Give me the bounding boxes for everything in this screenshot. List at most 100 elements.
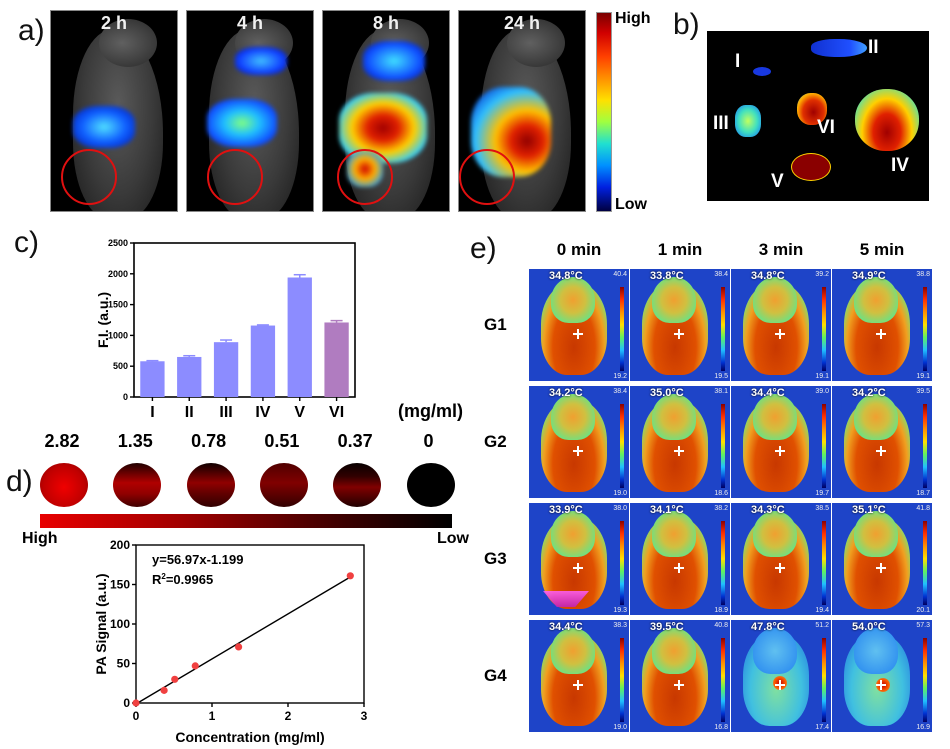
- data-point: [171, 675, 179, 683]
- y-tick-label: 200: [110, 538, 130, 552]
- x-tick-label: II: [185, 404, 194, 420]
- mouse-heat-head: [753, 394, 797, 440]
- thermal-image: 54.0°C 57.3 16.9: [832, 620, 932, 732]
- crosshair-icon: [775, 329, 785, 339]
- bar: [324, 322, 349, 397]
- scale-max-value: 38.0: [613, 505, 627, 512]
- scale-max-value: 39.5: [916, 388, 930, 395]
- pa-image-well: [113, 463, 162, 507]
- pa-image-well: [259, 463, 308, 507]
- organ-lungs: [855, 89, 919, 151]
- thermal-scale-bar: [822, 404, 826, 488]
- x-tick-label: I: [150, 404, 154, 420]
- y-tick-label: 50: [117, 657, 131, 671]
- timepoint-label: 24 h: [503, 13, 541, 33]
- colorbar-low-label: Low: [615, 196, 647, 213]
- mouse-head: [507, 19, 565, 67]
- organ-liver-strip: [811, 39, 867, 57]
- scale-min-value: 18.6: [714, 490, 728, 497]
- thermal-image: 34.2°C 38.4 19.0: [529, 386, 629, 498]
- crosshair-icon: [876, 563, 886, 573]
- y-tick-label: 2000: [108, 269, 128, 279]
- x-tick-label: III: [219, 404, 232, 420]
- bar: [287, 277, 312, 397]
- plot-frame: [133, 242, 356, 398]
- mouse-heat-head: [551, 394, 595, 440]
- y-tick-label: 2500: [108, 238, 128, 248]
- organ-spleen: [735, 105, 761, 137]
- scale-min-value: 19.1: [916, 373, 930, 380]
- pa-colorbar-low-label: Low: [437, 530, 469, 547]
- mouse-heat-head: [854, 511, 898, 557]
- thermal-scale-bar: [923, 404, 927, 488]
- scale-max-value: 38.3: [613, 622, 627, 629]
- organ-kidneys: [791, 153, 831, 181]
- measured-temperature: 34.9°C: [852, 270, 886, 282]
- organ-heart: [753, 67, 771, 76]
- scale-min-value: 19.4: [815, 607, 829, 614]
- mouse-heat-head: [652, 511, 696, 557]
- pa-image-well: [406, 463, 455, 507]
- scale-min-value: 19.1: [815, 373, 829, 380]
- x-tick-label: IV: [255, 404, 270, 420]
- y-tick-label: 1500: [108, 300, 128, 310]
- mouse-heat-head: [753, 277, 797, 323]
- crosshair-icon: [674, 446, 684, 456]
- group-row-label: G4: [484, 666, 507, 685]
- pa-colorbar: [40, 514, 452, 528]
- y-tick-label: 0: [123, 696, 130, 710]
- pa-image-well: [186, 463, 235, 507]
- bar: [177, 356, 202, 397]
- thermal-scale-bar: [822, 521, 826, 605]
- measured-temperature: 54.0°C: [852, 621, 886, 633]
- tumor-circle: [207, 149, 263, 205]
- thermal-scale-bar: [721, 638, 725, 722]
- scale-max-value: 39.0: [815, 388, 829, 395]
- data-point: [235, 643, 243, 651]
- concentration-label: 0.51: [264, 431, 300, 451]
- scale-min-value: 19.2: [613, 373, 627, 380]
- plot-frame: [135, 544, 365, 704]
- thermal-image: 34.4°C 38.3 19.0: [529, 620, 629, 732]
- scale-min-value: 18.7: [916, 490, 930, 497]
- crosshair-icon: [573, 329, 583, 339]
- x-axis-label: Concentration (mg/ml): [175, 729, 324, 745]
- measured-temperature: 34.2°C: [852, 387, 886, 399]
- scale-min-value: 19.0: [613, 724, 627, 731]
- measured-temperature: 39.5°C: [650, 621, 684, 633]
- fluorescence-colorbar: [596, 12, 612, 212]
- scale-max-value: 57.3: [916, 622, 930, 629]
- crosshair-icon: [674, 563, 684, 573]
- pa-signal-scatter-chart: 0 50 100 150 200 0 1 2 3 Concentration (mg/ml) PA …: [93, 538, 368, 745]
- thermal-image: 34.8°C 40.4 19.2: [529, 269, 629, 381]
- bar: [140, 361, 165, 397]
- y-tick-label: 500: [113, 361, 128, 371]
- measured-temperature: 35.1°C: [852, 504, 886, 516]
- measured-temperature: 34.4°C: [751, 387, 785, 399]
- scale-min-value: 16.9: [916, 724, 930, 731]
- x-tick-label: 3: [361, 709, 368, 723]
- panel-a-letter: a): [18, 14, 45, 47]
- panel-b-letter: b): [673, 8, 700, 41]
- group-row-label: G3: [484, 549, 507, 568]
- thermal-image: 34.3°C 38.5 19.4: [731, 503, 831, 615]
- time-column-header: 1 min: [657, 240, 703, 259]
- bar: [250, 325, 276, 397]
- mouse-heat-head: [753, 628, 797, 674]
- thermal-image: 34.9°C 38.8 19.1: [832, 269, 932, 381]
- mouse-heat-head: [551, 277, 595, 323]
- concentration-label: 0.37: [337, 431, 373, 451]
- thermal-scale-bar: [620, 521, 624, 605]
- scale-max-value: 38.1: [714, 388, 728, 395]
- x-tick-label: VI: [329, 404, 344, 420]
- scale-min-value: 16.8: [714, 724, 728, 731]
- thermal-scale-bar: [923, 287, 927, 371]
- thermal-image: 34.2°C 39.5 18.7: [832, 386, 932, 498]
- thermal-scale-bar: [822, 287, 826, 371]
- crosshair-icon: [775, 563, 785, 573]
- colorbar-high-label: High: [615, 10, 651, 27]
- crosshair-icon: [573, 680, 583, 690]
- organ-label-v: V: [771, 171, 784, 192]
- mouse-heat-head: [854, 394, 898, 440]
